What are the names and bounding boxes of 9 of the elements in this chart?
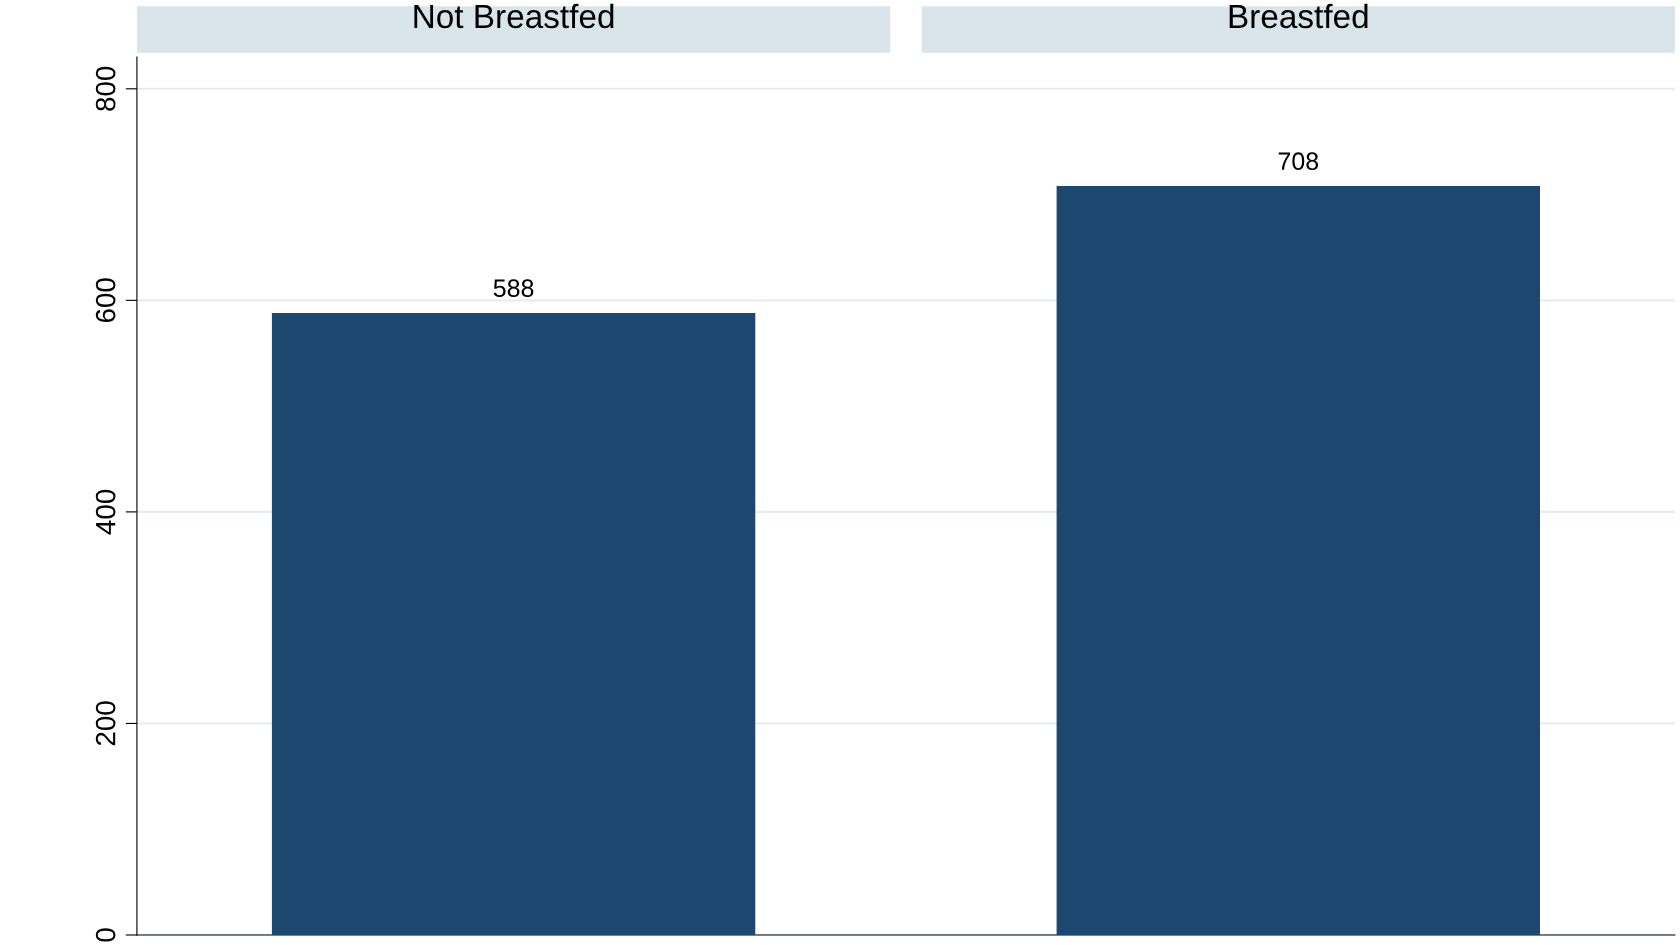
y-tick-label: 600 [95, 278, 116, 323]
y-tick-label: 200 [95, 701, 116, 746]
y-tick-label: 400 [95, 489, 116, 535]
x-tick-label: Not Breastfed [414, 3, 614, 29]
y-tick-label: 800 [95, 66, 116, 111]
data-label: 708 [1278, 152, 1319, 171]
x-tick-label: Breastfed [1229, 3, 1368, 29]
data-label: 588 [493, 279, 534, 297]
y-tick-label: 0 [95, 928, 116, 942]
